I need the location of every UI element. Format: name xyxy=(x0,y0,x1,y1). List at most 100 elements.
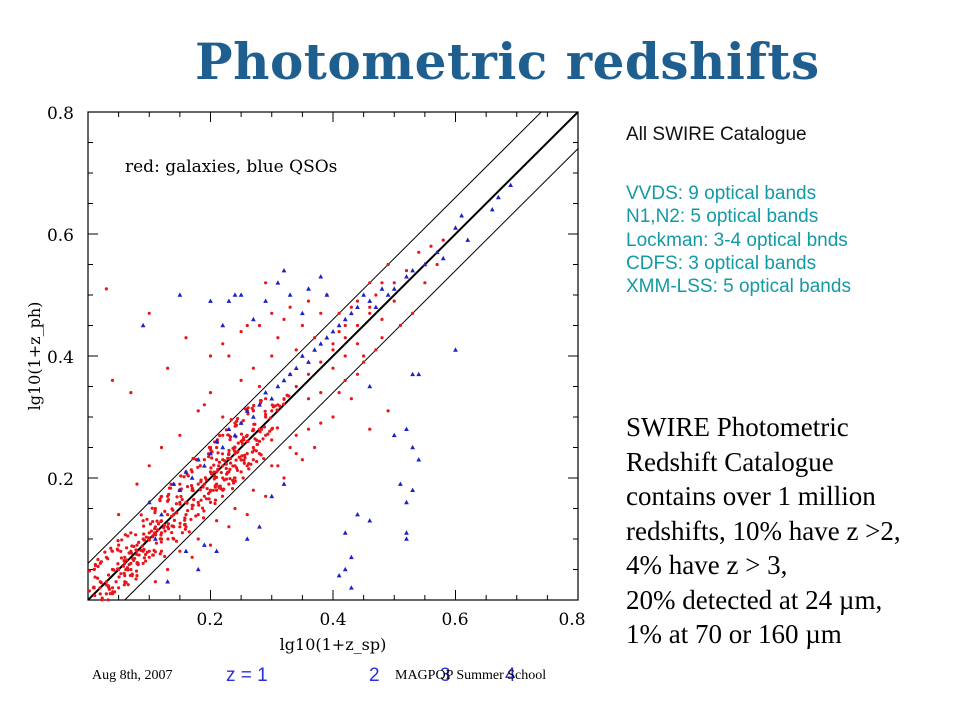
galaxy-point xyxy=(171,536,175,540)
galaxy-point xyxy=(222,478,226,482)
galaxy-point xyxy=(223,459,227,463)
galaxy-point xyxy=(163,509,167,513)
qso-point xyxy=(465,237,471,242)
galaxy-point xyxy=(190,486,195,490)
galaxy-point xyxy=(362,360,366,364)
galaxy-point xyxy=(230,486,235,491)
summary-line: 1% at 70 or 160 µm xyxy=(626,619,842,649)
galaxy-point xyxy=(93,593,97,598)
summary-line: 4% have z > 3, xyxy=(626,550,788,580)
galaxy-point xyxy=(166,366,170,370)
galaxy-point xyxy=(104,580,108,584)
galaxy-point xyxy=(264,397,268,401)
galaxy-point xyxy=(226,433,230,437)
galaxy-point xyxy=(104,287,108,291)
galaxy-point xyxy=(171,508,175,512)
galaxy-point xyxy=(172,513,176,517)
galaxy-point xyxy=(429,244,433,248)
galaxy-point xyxy=(142,524,146,528)
galaxy-point xyxy=(239,378,243,382)
galaxy-point xyxy=(287,394,291,398)
galaxy-point xyxy=(264,494,268,498)
qso-point xyxy=(342,530,348,535)
galaxy-point xyxy=(119,556,124,560)
galaxy-point xyxy=(282,402,286,406)
galaxy-point xyxy=(126,534,130,538)
galaxy-point xyxy=(237,455,241,459)
galaxy-point xyxy=(257,439,262,443)
galaxy-point xyxy=(374,293,378,297)
galaxy-point xyxy=(125,546,129,550)
galaxy-point xyxy=(112,568,116,572)
galaxy-point xyxy=(106,573,111,577)
galaxy-point xyxy=(268,429,272,433)
qso-point xyxy=(257,524,262,529)
x-tick-label: 0.8 xyxy=(558,610,585,630)
galaxy-point xyxy=(294,384,298,389)
galaxy-point xyxy=(98,586,102,590)
qso-point xyxy=(281,268,287,273)
galaxy-point xyxy=(116,567,120,571)
galaxy-point xyxy=(172,518,177,523)
qso-point xyxy=(373,304,379,309)
galaxy-point xyxy=(229,417,233,422)
qso-point xyxy=(416,371,422,377)
galaxy-point xyxy=(117,543,121,547)
galaxy-point xyxy=(175,495,179,499)
galaxy-point xyxy=(355,323,360,328)
galaxy-point xyxy=(119,549,123,553)
galaxy-point xyxy=(337,311,341,315)
galaxy-point xyxy=(231,464,235,468)
qso-point xyxy=(244,408,250,413)
galaxy-point xyxy=(208,354,213,358)
galaxy-point xyxy=(208,489,212,494)
galaxy-point xyxy=(167,486,172,490)
qso-point xyxy=(361,292,367,297)
galaxy-point xyxy=(217,486,221,490)
galaxy-point xyxy=(331,366,335,370)
galaxy-point xyxy=(159,445,164,450)
galaxy-point xyxy=(253,437,257,441)
galaxy-point xyxy=(185,501,189,505)
galaxy-point xyxy=(140,544,144,548)
galaxy-point xyxy=(294,348,298,352)
summary-line: SWIRE Photometric xyxy=(626,412,849,442)
x-axis-label: lg10(1+z_sp) xyxy=(280,635,387,654)
qso-point xyxy=(508,182,514,187)
galaxy-point xyxy=(117,575,121,579)
galaxy-point xyxy=(129,567,133,572)
qso-point xyxy=(287,292,293,297)
galaxy-point xyxy=(224,466,228,471)
galaxy-point xyxy=(392,299,396,303)
qso-point xyxy=(367,298,373,303)
galaxy-point xyxy=(215,470,219,474)
galaxy-point xyxy=(282,317,286,321)
galaxy-point xyxy=(178,525,182,529)
galaxy-point xyxy=(220,494,225,498)
qso-point xyxy=(336,573,342,578)
galaxy-point xyxy=(178,502,182,506)
galaxy-point xyxy=(147,311,151,315)
galaxy-point xyxy=(300,323,304,328)
galaxy-point xyxy=(210,456,214,460)
galaxy-point xyxy=(208,391,213,395)
qso-point xyxy=(195,566,201,572)
galaxy-point xyxy=(184,336,188,340)
galaxy-point xyxy=(129,391,133,395)
galaxy-point xyxy=(233,445,237,449)
galaxy-point xyxy=(228,438,232,442)
galaxy-point xyxy=(192,498,196,502)
qso-point xyxy=(281,481,287,486)
qso-point xyxy=(404,536,409,541)
galaxy-point xyxy=(175,511,179,515)
galaxy-point xyxy=(142,556,146,560)
galaxy-point xyxy=(93,575,97,579)
galaxy-point xyxy=(233,479,237,483)
galaxy-point xyxy=(196,513,200,517)
galaxy-point xyxy=(386,409,390,413)
galaxy-point xyxy=(337,330,341,334)
galaxy-point xyxy=(108,592,112,596)
galaxy-point xyxy=(117,586,121,590)
galaxy-point xyxy=(178,521,182,525)
galaxy-point xyxy=(242,458,246,462)
